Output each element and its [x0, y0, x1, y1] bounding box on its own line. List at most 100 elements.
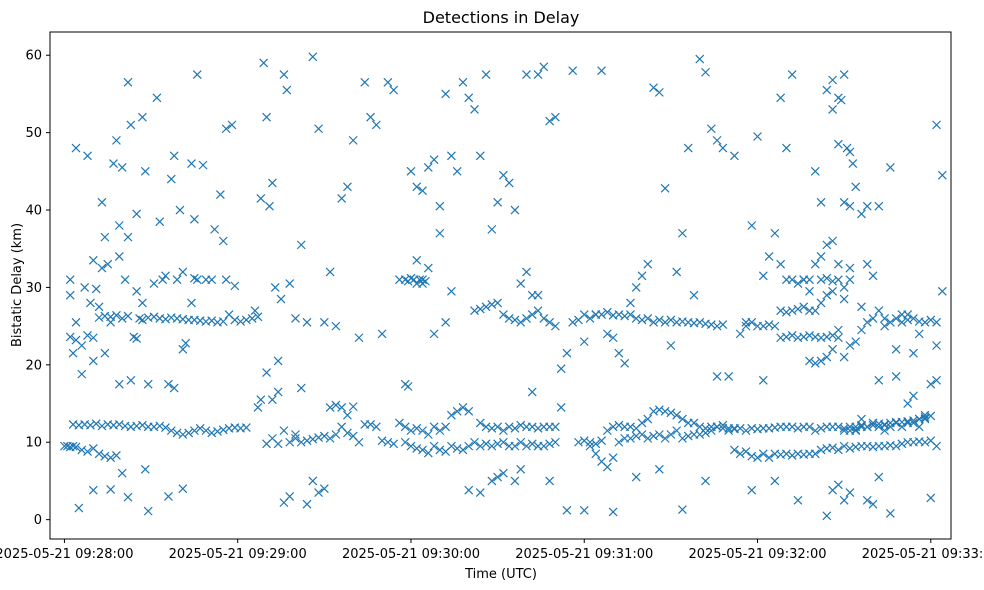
data-point	[241, 315, 251, 325]
data-point	[166, 426, 176, 436]
data-point	[614, 348, 624, 358]
data-point	[114, 379, 124, 389]
data-point	[620, 358, 630, 368]
data-point	[302, 317, 312, 327]
data-point	[498, 437, 508, 447]
data-point	[343, 182, 352, 192]
data-point	[123, 492, 133, 502]
data-point	[649, 83, 658, 93]
data-point	[683, 431, 693, 441]
data-point	[169, 151, 179, 161]
data-point	[787, 422, 797, 432]
data-point	[218, 317, 228, 326]
data-point	[470, 437, 479, 447]
data-point	[724, 372, 734, 381]
data-point	[614, 437, 624, 447]
data-point	[695, 430, 705, 439]
data-point	[857, 414, 866, 424]
data-point	[822, 273, 832, 283]
data-point	[481, 422, 491, 432]
data-point	[770, 321, 780, 331]
data-point	[724, 426, 734, 436]
data-point	[516, 437, 526, 447]
data-point	[88, 356, 98, 366]
data-point	[533, 290, 543, 300]
data-point	[325, 433, 335, 443]
data-point	[747, 485, 757, 495]
data-point	[741, 426, 751, 436]
data-point	[187, 298, 196, 308]
data-point	[140, 166, 150, 176]
data-point	[184, 428, 194, 438]
data-point	[120, 275, 130, 285]
data-point	[106, 317, 116, 327]
data-point	[712, 372, 722, 381]
data-point	[504, 422, 514, 432]
data-point	[828, 75, 838, 85]
data-point	[822, 332, 832, 342]
chart-title: Detections in Delay	[423, 8, 580, 27]
data-point	[435, 426, 445, 436]
data-point	[308, 52, 318, 62]
data-point	[331, 430, 341, 439]
data-point	[747, 317, 757, 327]
data-point	[787, 275, 797, 285]
data-point	[516, 317, 526, 327]
data-point	[585, 313, 595, 323]
data-point	[464, 93, 474, 103]
x-tick-label: 2025-05-21 09:32:00	[688, 547, 826, 562]
data-point	[550, 321, 560, 331]
data-point	[920, 317, 930, 327]
data-point	[602, 426, 612, 436]
data-point	[833, 259, 843, 269]
data-point	[695, 54, 705, 64]
data-point	[302, 499, 312, 509]
data-point	[533, 423, 543, 433]
data-point	[273, 439, 283, 449]
data-point	[516, 279, 526, 288]
data-point	[366, 112, 375, 122]
data-point	[816, 197, 826, 207]
data-point	[65, 275, 75, 285]
data-point	[475, 441, 485, 451]
data-point	[256, 193, 266, 203]
data-point	[314, 488, 323, 497]
data-point	[192, 70, 202, 79]
data-point	[218, 236, 228, 246]
data-point	[810, 166, 820, 176]
data-point	[218, 425, 228, 435]
data-point	[897, 439, 907, 449]
data-point	[126, 375, 136, 385]
data-point	[270, 283, 280, 292]
data-point	[267, 395, 277, 405]
data-point	[88, 255, 98, 265]
data-point	[493, 422, 503, 432]
data-point	[741, 321, 751, 331]
data-point	[810, 358, 820, 368]
data-point	[273, 356, 283, 366]
data-point	[412, 444, 422, 453]
data-point	[828, 344, 838, 354]
data-point	[510, 476, 520, 486]
data-point	[464, 441, 474, 451]
data-point	[227, 120, 237, 130]
data-point	[845, 341, 855, 350]
data-point	[343, 410, 352, 420]
data-point	[845, 147, 855, 157]
data-point	[776, 306, 786, 316]
data-point	[602, 329, 612, 339]
data-point	[464, 406, 474, 416]
data-point	[845, 488, 855, 497]
data-point	[522, 267, 531, 277]
data-point	[172, 428, 182, 438]
data-point	[781, 332, 791, 342]
data-point	[637, 418, 647, 428]
data-point	[833, 139, 843, 149]
data-point	[470, 306, 479, 316]
data-point	[920, 410, 930, 420]
data-point	[842, 143, 852, 153]
data-point	[423, 263, 433, 273]
data-point	[833, 325, 843, 335]
data-point	[833, 445, 843, 455]
data-point	[441, 422, 451, 432]
